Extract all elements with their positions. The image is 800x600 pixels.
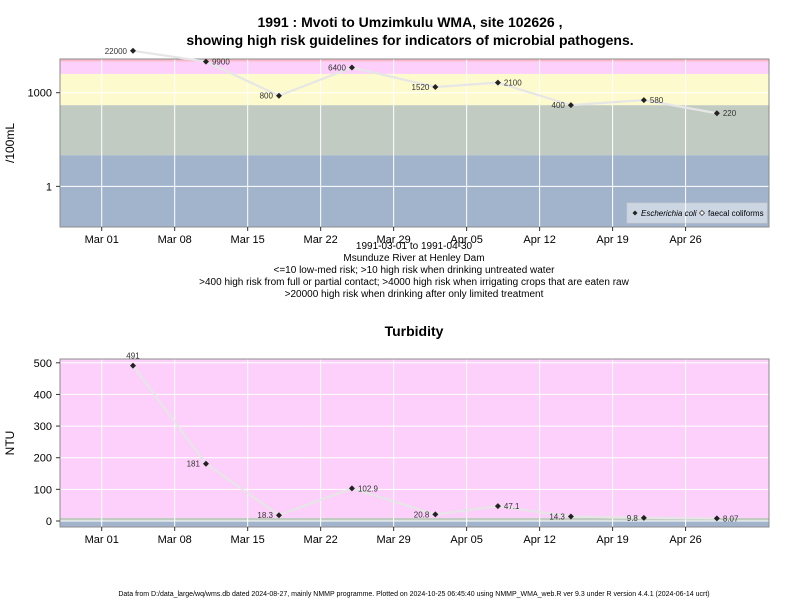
- y-tick-label: 500: [34, 358, 52, 370]
- turbidity-panel: Mar 01 Mar 08 Mar 15 Mar 22 Mar 29 Apr 05 Apr …: [3, 352, 770, 546]
- y-tick-label: 1: [46, 181, 52, 193]
- x-tick-label: Apr 19: [596, 534, 628, 546]
- data-point: [275, 92, 282, 99]
- data-point: [567, 102, 574, 109]
- y-tick-label: 0: [46, 516, 52, 528]
- data-label: 22000: [105, 47, 128, 56]
- chart-title-line2: showing high risk guidelines for indicat…: [186, 32, 633, 48]
- caption-guideline-3: >20000 high risk when drinking after onl…: [285, 289, 544, 300]
- y-tick-label: 300: [34, 421, 52, 433]
- data-label: 18.3: [257, 511, 273, 520]
- data-point: [432, 84, 439, 91]
- data-label: 102.9: [358, 484, 379, 493]
- legend-box: [626, 202, 768, 224]
- x-tick-label: Apr 19: [596, 234, 628, 246]
- data-point: [567, 513, 574, 520]
- guideline-band-3: [60, 61, 769, 74]
- ecoli-panel: Mar 01 Mar 08 Mar 15 Mar 22 Mar 29 Apr 05 Apr …: [3, 47, 770, 246]
- data-point: [202, 460, 209, 467]
- data-label: 6400: [328, 64, 346, 73]
- guideline-band-1: [60, 517, 769, 521]
- data-point: [129, 47, 136, 54]
- ecoli-panel-caption: 1991-03-01 to 1991-04-30 Msunduze River …: [199, 241, 629, 300]
- x-tick-label: Apr 12: [523, 534, 555, 546]
- data-label: 181: [187, 460, 201, 469]
- guideline-band-1: [60, 105, 769, 156]
- caption-date-range: 1991-03-01 to 1991-04-30: [356, 241, 473, 252]
- x-tick-label: Mar 08: [158, 534, 192, 546]
- data-label: 400: [552, 101, 566, 110]
- plot-frame: [59, 358, 770, 528]
- data-point: [713, 515, 720, 522]
- data-label: 491: [126, 352, 140, 361]
- x-tick-label: Mar 01: [85, 534, 119, 546]
- chart-title-line1: 1991 : Mvoti to Umzimkulu WMA, site 1026…: [258, 14, 563, 30]
- caption-guideline-1: <=10 low-med risk; >10 high risk when dr…: [274, 265, 556, 276]
- y-axis-title: NTU: [3, 431, 17, 456]
- x-tick-label: Mar 15: [231, 234, 265, 246]
- guideline-band-2: [60, 73, 769, 106]
- data-label: 1520: [412, 83, 430, 92]
- x-tick-label: Apr 26: [669, 534, 701, 546]
- legend-marker-filled: [632, 210, 638, 216]
- turbidity-title: Turbidity: [385, 323, 444, 339]
- data-point: [432, 511, 439, 518]
- data-label: 800: [260, 92, 274, 101]
- data-point: [348, 64, 355, 71]
- legend-entry: faecal coliforms: [708, 209, 764, 218]
- data-label: 220: [723, 109, 737, 118]
- y-axis-title: /100mL: [3, 123, 17, 163]
- x-tick-label: Mar 22: [304, 234, 338, 246]
- data-label: 9900: [212, 58, 230, 67]
- data-point: [640, 514, 647, 521]
- data-point: [129, 362, 136, 369]
- x-tick-label: Mar 08: [158, 234, 192, 246]
- plot-frame: [59, 58, 770, 228]
- caption-site-name: Msunduze River at Henley Dam: [343, 253, 484, 264]
- legend: Escherichia coli faecal coliforms: [626, 202, 768, 224]
- x-tick-label: Apr 05: [450, 234, 482, 246]
- guideline-band-0: [60, 155, 769, 227]
- data-label: 47.1: [504, 502, 520, 511]
- y-tick-label: 200: [34, 453, 52, 465]
- y-tick-label: 100: [34, 484, 52, 496]
- x-tick-label: Mar 29: [377, 534, 411, 546]
- data-label: 9.8: [627, 514, 639, 523]
- guideline-band-0: [60, 520, 769, 527]
- data-point: [494, 503, 501, 510]
- y-tick-label: 400: [34, 389, 52, 401]
- data-point: [713, 110, 720, 117]
- footer-note: Data from D:/data_large/wq/wms.db dated …: [118, 591, 709, 598]
- data-label: 14.3: [549, 512, 565, 521]
- data-point: [494, 79, 501, 86]
- legend-marker-open: [699, 210, 705, 216]
- x-tick-label: Mar 29: [377, 234, 411, 246]
- data-label: 8.07: [723, 514, 739, 523]
- legend-entry: Escherichia coli: [641, 209, 697, 218]
- data-point: [348, 485, 355, 492]
- x-tick-label: Mar 15: [231, 534, 265, 546]
- guideline-band-2: [60, 359, 769, 518]
- x-tick-label: Apr 26: [669, 234, 701, 246]
- x-tick-label: Apr 12: [523, 234, 555, 246]
- data-point: [275, 512, 282, 519]
- data-label: 2100: [504, 79, 522, 88]
- data-point: [640, 97, 647, 104]
- data-label: 580: [650, 96, 664, 105]
- x-tick-label: Apr 05: [450, 534, 482, 546]
- y-tick-label: 1000: [28, 88, 52, 100]
- x-tick-label: Mar 22: [304, 534, 338, 546]
- data-point: [202, 58, 209, 65]
- guideline-band-4: [60, 59, 769, 62]
- caption-guideline-2: >400 high risk from full or partial cont…: [199, 277, 629, 288]
- x-tick-label: Mar 01: [85, 234, 119, 246]
- data-label: 20.8: [414, 510, 430, 519]
